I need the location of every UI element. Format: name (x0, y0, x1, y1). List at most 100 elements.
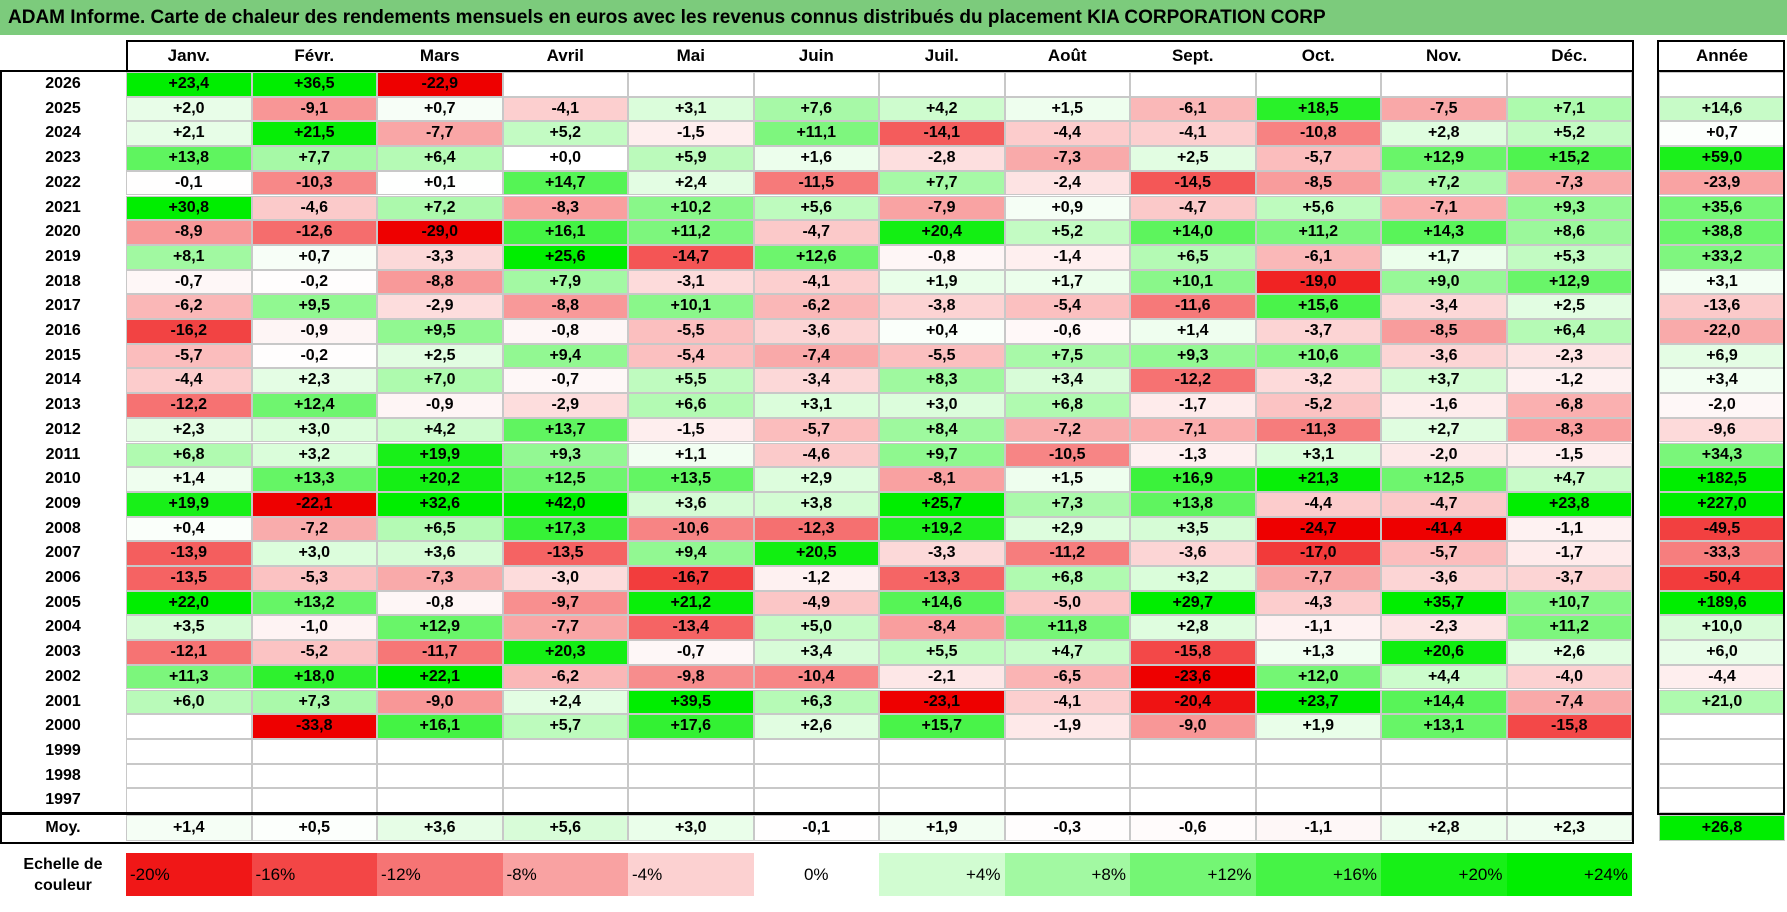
heatmap-cell (1004, 763, 1130, 789)
heatmap-cell: +5,5 (879, 640, 1005, 665)
heatmap-cell: +13,8 (1130, 491, 1256, 517)
heatmap-cell: -1,9 (1004, 714, 1130, 739)
heatmap-cell: -16,2 (126, 319, 252, 344)
month-header-7: Août (1047, 46, 1087, 65)
heatmap-cell: -3,2 (1255, 368, 1381, 394)
heatmap-cell (1004, 738, 1130, 764)
heatmap-cell: +35,7 (1381, 590, 1507, 616)
heatmap-cell: -0,1 (126, 170, 252, 196)
heatmap-cell: +22,0 (126, 590, 252, 616)
average-annual-cell: +26,8 (1659, 815, 1785, 841)
heatmap-cell: +0,7 (377, 96, 503, 122)
heatmap-cell: -12,1 (126, 640, 252, 665)
heatmap-cell: -11,7 (377, 640, 503, 665)
legend-swatch: +24% (1506, 853, 1632, 896)
heatmap-cell: +2,1 (126, 121, 252, 147)
heatmap-cell (1506, 788, 1632, 813)
heatmap-cell: +29,7 (1130, 590, 1256, 616)
heatmap-cell: +8,1 (126, 244, 252, 270)
heatmap-cell: +22,1 (377, 664, 503, 690)
heatmap-cell: -4,6 (251, 195, 377, 221)
heatmap-cell: +23,8 (1506, 491, 1632, 517)
heatmap-cell: -7,1 (1381, 195, 1507, 221)
heatmap-cell: -10,5 (1004, 442, 1130, 468)
average-cell: +5,6 (502, 815, 628, 841)
heatmap-cell: +20,4 (879, 220, 1005, 245)
heatmap-cell (1506, 72, 1632, 97)
heatmap-cell: +1,9 (879, 269, 1005, 295)
heatmap-cell: -11,5 (753, 170, 879, 196)
heatmap-cell: -6,2 (502, 664, 628, 690)
heatmap-cell: +2,0 (126, 96, 252, 122)
heatmap-cell: +12,9 (1506, 269, 1632, 295)
heatmap-cell (502, 788, 628, 813)
heatmap-cell: +6,3 (753, 689, 879, 715)
annual-cell: -2,0 (1659, 393, 1785, 418)
year-label: 2016 (45, 322, 81, 339)
heatmap-cell (879, 788, 1005, 813)
heatmap-cell (1381, 738, 1507, 764)
heatmap-cell: +10,1 (1130, 269, 1256, 295)
heatmap-cell: -8,3 (502, 195, 628, 221)
heatmap-cell: +2,5 (377, 343, 503, 369)
heatmap-cell (628, 738, 754, 764)
heatmap-cell: +2,6 (753, 714, 879, 739)
heatmap-cell: -7,7 (1255, 566, 1381, 591)
heatmap-cell: +30,8 (126, 195, 252, 221)
heatmap-cell: -4,1 (753, 269, 879, 295)
heatmap-cell: +11,8 (1004, 615, 1130, 641)
heatmap-cell: +6,0 (126, 689, 252, 715)
heatmap-cell: -7,7 (377, 121, 503, 147)
average-cell: +2,3 (1506, 815, 1632, 841)
year-label: 2008 (45, 519, 81, 537)
heatmap-cell: +19,2 (879, 516, 1005, 542)
heatmap-cell: +7,5 (1004, 343, 1130, 369)
heatmap-cell: +7,0 (377, 368, 503, 394)
heatmap-cell: +3,4 (753, 640, 879, 665)
heatmap-cell: +3,4 (1004, 368, 1130, 394)
heatmap-cell: +3,0 (251, 541, 377, 566)
heatmap-cell (377, 763, 503, 789)
heatmap-cell: +0,4 (879, 319, 1005, 344)
heatmap-cell: +0,1 (377, 170, 503, 196)
heatmap-cell: -7,9 (879, 195, 1005, 221)
heatmap-cell (1255, 72, 1381, 97)
heatmap-cell: +3,8 (753, 491, 879, 517)
heatmap-cell: +15,7 (879, 714, 1005, 739)
heatmap-cell: +3,0 (251, 417, 377, 443)
heatmap-cell: +2,7 (1381, 417, 1507, 443)
heatmap-cell: +2,6 (1506, 640, 1632, 665)
heatmap-cell: +12,5 (502, 467, 628, 492)
heatmap-cell (1255, 763, 1381, 789)
average-cell: -0,1 (753, 815, 879, 841)
heatmap-cell: +1,7 (1381, 244, 1507, 270)
heatmap-cell: +6,8 (1004, 393, 1130, 418)
average-cell: -0,3 (1004, 815, 1130, 841)
heatmap-cell: -5,5 (628, 319, 754, 344)
heatmap-cell: +1,7 (1004, 269, 1130, 295)
year-label: 2004 (45, 618, 81, 636)
heatmap-cell: -3,7 (1506, 566, 1632, 591)
heatmap-cell: +3,2 (251, 442, 377, 468)
month-header-9: Oct. (1301, 46, 1335, 65)
heatmap-cell: +5,0 (753, 615, 879, 641)
heatmap-cell (1130, 788, 1256, 813)
heatmap-cell: -14,1 (879, 121, 1005, 147)
heatmap-cell: -8,4 (879, 615, 1005, 641)
heatmap-cell: -22,1 (251, 491, 377, 517)
heatmap-cell: +2,5 (1130, 146, 1256, 171)
heatmap-cell: +2,9 (753, 467, 879, 492)
heatmap-cell: +5,6 (753, 195, 879, 221)
heatmap-cell: -10,3 (251, 170, 377, 196)
heatmap-cell: -5,5 (879, 343, 1005, 369)
heatmap-cell: +2,9 (1004, 516, 1130, 542)
legend-swatch: +20% (1381, 853, 1507, 896)
heatmap-cell: +12,0 (1255, 664, 1381, 690)
heatmap-cell: +12,9 (377, 615, 503, 641)
heatmap-cell: +3,5 (126, 615, 252, 641)
annual-cell: -4,4 (1659, 664, 1785, 690)
heatmap-cell: -5,4 (628, 343, 754, 369)
heatmap-cell: +12,9 (1381, 146, 1507, 171)
heatmap-cell: -5,2 (251, 640, 377, 665)
heatmap-cell: +23,7 (1255, 689, 1381, 715)
